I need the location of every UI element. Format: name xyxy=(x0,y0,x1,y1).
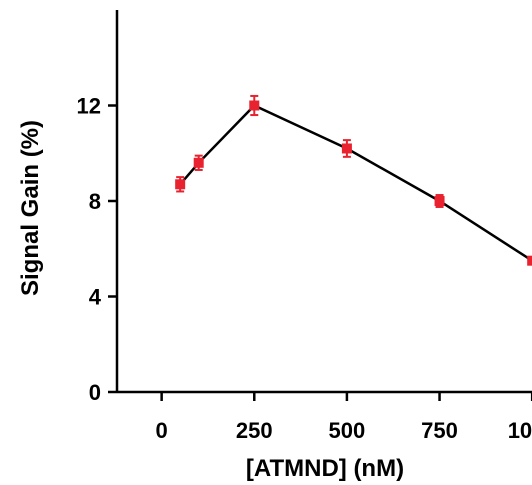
axes xyxy=(115,10,532,394)
y-tick-label: 4 xyxy=(89,285,102,310)
y-tick-label: 0 xyxy=(89,380,101,405)
x-tick-label: 500 xyxy=(329,418,366,443)
data-point xyxy=(434,196,445,206)
data-point xyxy=(193,157,204,168)
y-ticks: 0 4 8 12 xyxy=(77,94,117,405)
data-point xyxy=(527,255,532,266)
y-axis-title: Signal Gain (%) xyxy=(17,120,44,296)
data-point xyxy=(175,179,186,190)
x-tick-label: 1000 xyxy=(508,418,532,443)
x-axis-title: [ATMND] (nM) xyxy=(246,455,404,482)
y-tick-label: 8 xyxy=(89,189,101,214)
y-tick-label: 12 xyxy=(77,94,101,119)
x-ticks: 0 250 500 750 1000 xyxy=(156,392,532,443)
data-point xyxy=(341,143,352,154)
x-tick-label: 250 xyxy=(236,418,273,443)
series xyxy=(175,94,532,266)
data-point xyxy=(249,100,260,111)
series-line xyxy=(179,103,532,262)
x-tick-label: 750 xyxy=(421,418,458,443)
x-tick-label: 0 xyxy=(156,418,168,443)
